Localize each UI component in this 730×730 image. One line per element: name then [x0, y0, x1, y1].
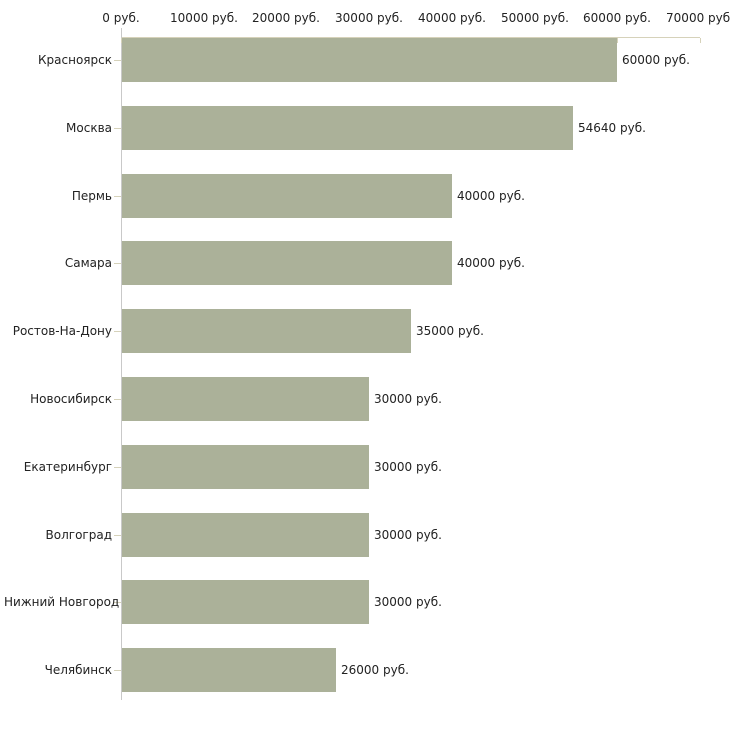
value-label: 30000 руб.: [374, 460, 442, 474]
bar: [122, 377, 369, 421]
bar: [122, 241, 452, 285]
x-tick-label: 10000 руб.: [170, 11, 238, 25]
x-axis-line: [121, 37, 700, 38]
y-axis-line: [121, 28, 122, 700]
category-tick-mark: [114, 60, 121, 61]
value-label: 35000 руб.: [416, 324, 484, 338]
bar: [122, 445, 369, 489]
bar: [122, 309, 411, 353]
bar: [122, 513, 369, 557]
category-tick-mark: [114, 467, 121, 468]
category-tick-mark: [114, 196, 121, 197]
category-label: Ростов-На-Дону: [12, 324, 112, 338]
category-label: Екатеринбург: [23, 460, 112, 474]
category-label: Нижний Новгород: [4, 595, 120, 609]
value-label: 30000 руб.: [374, 595, 442, 609]
category-label: Москва: [66, 121, 112, 135]
category-label: Самара: [64, 256, 112, 270]
x-tick-label: 30000 руб.: [335, 11, 403, 25]
category-label: Волгоград: [45, 528, 112, 542]
x-tick-label: 40000 руб.: [418, 11, 486, 25]
category-label: Челябинск: [44, 663, 112, 677]
value-label: 26000 руб.: [341, 663, 409, 677]
bar: [122, 174, 452, 218]
x-tick-label: 70000 руб.: [666, 11, 730, 25]
category-tick-mark: [114, 535, 121, 536]
category-tick-mark: [114, 399, 121, 400]
bar: [122, 648, 336, 692]
x-tick-mark: [617, 38, 618, 43]
bar: [122, 580, 369, 624]
bar: [122, 38, 617, 82]
x-tick-label: 50000 руб.: [501, 11, 569, 25]
category-tick-mark: [114, 670, 121, 671]
value-label: 60000 руб.: [622, 53, 690, 67]
category-tick-mark: [114, 128, 121, 129]
value-label: 54640 руб.: [578, 121, 646, 135]
x-tick-mark: [700, 38, 701, 43]
category-tick-mark: [114, 263, 121, 264]
x-tick-label: 0 руб.: [102, 11, 140, 25]
category-tick-mark: [114, 602, 121, 603]
value-label: 40000 руб.: [457, 189, 525, 203]
category-label: Новосибирск: [30, 392, 112, 406]
value-label: 40000 руб.: [457, 256, 525, 270]
x-tick-label: 60000 руб.: [583, 11, 651, 25]
value-label: 30000 руб.: [374, 528, 442, 542]
bar: [122, 106, 573, 150]
category-label: Пермь: [71, 189, 112, 203]
x-tick-label: 20000 руб.: [252, 11, 320, 25]
value-label: 30000 руб.: [374, 392, 442, 406]
category-label: Красноярск: [38, 53, 112, 67]
category-tick-mark: [114, 331, 121, 332]
x-tick-mark: [121, 38, 122, 43]
